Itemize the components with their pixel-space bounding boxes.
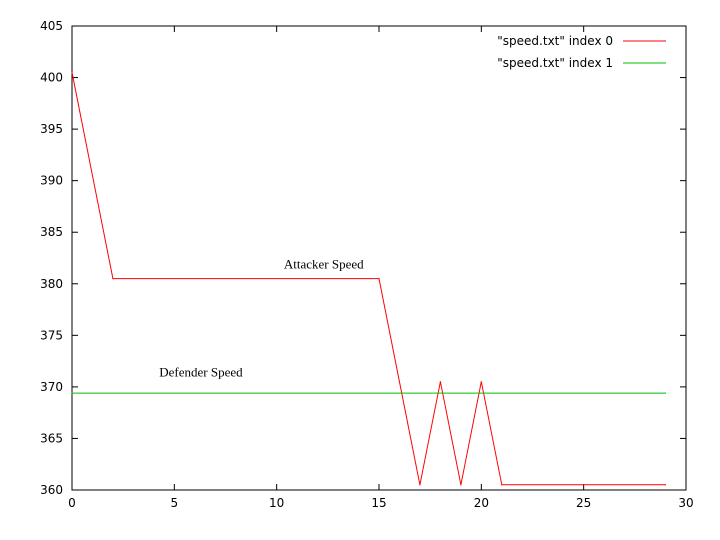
data-point bbox=[501, 484, 503, 486]
axis-ticks bbox=[71, 25, 687, 491]
x-tick-labels: 0 5 10 15 20 25 30 bbox=[68, 496, 693, 510]
y-tick-label: 375 bbox=[40, 328, 63, 342]
legend-label: "speed.txt" index 1 bbox=[497, 56, 613, 70]
data-point bbox=[71, 392, 73, 394]
x-tick-label: 20 bbox=[474, 496, 489, 510]
series-lines bbox=[71, 71, 667, 486]
data-point bbox=[664, 484, 667, 486]
x-tick-label: 10 bbox=[269, 496, 284, 510]
plot-frame bbox=[71, 25, 687, 491]
data-point bbox=[460, 484, 462, 486]
data-point bbox=[664, 392, 667, 394]
x-tick-label: 0 bbox=[68, 496, 76, 510]
y-tick-label: 380 bbox=[40, 277, 63, 291]
x-tick-label: 30 bbox=[678, 496, 693, 510]
data-point bbox=[112, 278, 114, 280]
annotation-label: Defender Speed bbox=[159, 365, 243, 380]
y-tick-label: 370 bbox=[40, 380, 63, 394]
data-point bbox=[71, 71, 73, 73]
x-tick-label: 25 bbox=[576, 496, 591, 510]
legend-label: "speed.txt" index 0 bbox=[497, 34, 613, 48]
y-tick-label: 400 bbox=[40, 71, 63, 85]
y-tick-label: 405 bbox=[40, 19, 63, 33]
data-point bbox=[419, 484, 421, 486]
series-line-index-0 bbox=[71, 72, 666, 486]
data-point bbox=[439, 381, 441, 383]
annotations: Attacker Speed Defender Speed bbox=[159, 256, 364, 379]
y-tick-labels: 360 365 370 375 380 385 390 395 400 405 bbox=[40, 19, 63, 497]
data-point bbox=[378, 278, 380, 280]
y-tick-label: 395 bbox=[40, 122, 63, 136]
y-tick-label: 390 bbox=[40, 174, 63, 188]
y-tick-label: 360 bbox=[40, 483, 63, 497]
data-point bbox=[480, 381, 482, 383]
y-tick-label: 385 bbox=[40, 225, 63, 239]
y-tick-label: 365 bbox=[40, 431, 63, 445]
legend: "speed.txt" index 0 "speed.txt" index 1 bbox=[497, 34, 666, 70]
x-tick-label: 15 bbox=[371, 496, 386, 510]
annotation-label: Attacker Speed bbox=[284, 256, 364, 271]
x-tick-label: 5 bbox=[171, 496, 179, 510]
